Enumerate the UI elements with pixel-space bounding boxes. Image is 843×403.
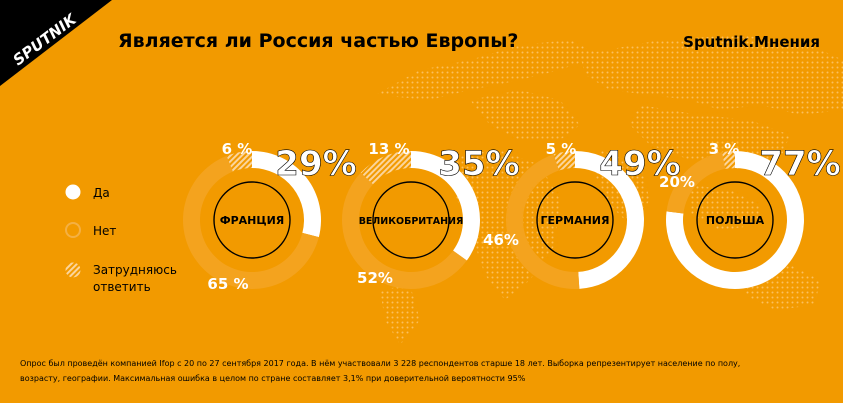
donut-3: ГЕРМАНИЯ 49% 46% 5 % [483,140,681,289]
value-label-unsure: 6 % [222,140,253,158]
legend-label-yes: Да [93,186,110,200]
page-title: Является ли Россия частью Европы? [118,30,518,52]
value-label-no: 52% [357,269,393,287]
world-map-background [375,35,843,345]
value-label-unsure: 5 % [546,140,577,158]
country-label: ПОЛЬША [706,214,765,227]
legend-swatch-unsure [65,262,81,278]
footnote-line-1: Опрос был проведён компанией Ifop с 20 п… [20,359,740,368]
donut-4: ПОЛЬША 77% 20% 3 % [659,140,841,289]
country-label: ФРАНЦИЯ [220,214,285,227]
donut-slice-no [506,154,580,289]
value-label-yes: 77% [759,144,840,184]
legend: Да Нет Затрудняюсь ответить [65,184,177,294]
donut-2: ВЕЛИКОБРИТАНИЯ 35% 52% 13 % [341,140,520,290]
donut-slice-no [666,152,726,214]
value-label-yes: 49% [599,144,680,184]
donut-slice-yes [252,151,322,238]
donut-charts: ФРАНЦИЯ 29% 65 % 6 % ВЕЛИКОБРИТАНИЯ 35% 52% 13 … [183,140,841,293]
donut-slice-unsure [553,151,575,171]
donut-center-ring [696,181,774,259]
legend-label-unsure-line2: ответить [93,280,151,294]
donut-slice-no [341,172,467,290]
legend-swatch-no [65,222,81,238]
value-label-no: 65 % [207,275,248,293]
sputnik-logo: SPUTNIK [0,0,112,86]
legend-swatch-yes [65,184,81,200]
value-label-unsure: 3 % [709,140,740,158]
donut-slice-unsure [360,151,411,185]
country-label: ВЕЛИКОБРИТАНИЯ [359,216,464,227]
donut-center-ring [213,181,291,259]
value-label-yes: 35% [438,144,519,184]
donut-slice-unsure [226,151,252,172]
country-label: ГЕРМАНИЯ [541,214,610,227]
donut-center-ring [536,181,614,259]
footnote-line-2: возрасту, географии. Максимальная ошибка… [20,374,526,383]
value-label-unsure: 13 % [368,140,409,158]
value-label-yes: 29% [275,144,356,184]
donut-slice-yes [411,151,480,261]
donut-slice-yes [575,151,644,289]
section-label: Sputnik.Мнения [683,33,820,51]
legend-label-no: Нет [93,224,116,238]
value-label-no: 20% [659,173,695,191]
donut-slice-unsure [722,151,735,169]
donut-1: ФРАНЦИЯ 29% 65 % 6 % [183,140,357,293]
donut-center-ring [372,181,450,259]
value-label-no: 46% [483,231,519,249]
legend-label-unsure-line1: Затрудняюсь [93,263,177,277]
